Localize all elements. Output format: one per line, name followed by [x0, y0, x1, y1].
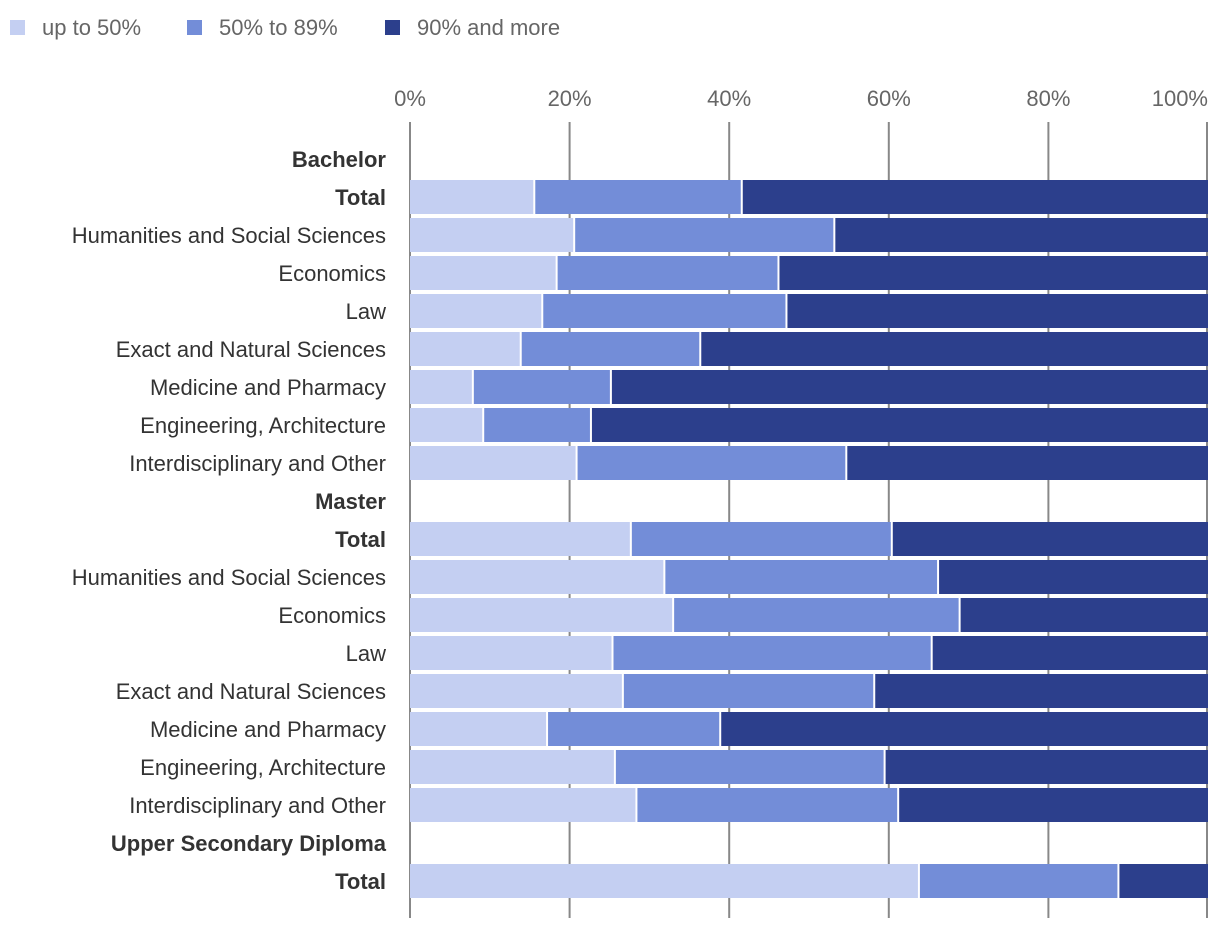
bar-segment-up-to-50	[410, 864, 918, 898]
bar-segment-50-to-89	[577, 446, 846, 480]
bars	[410, 180, 1208, 898]
bar-segment-up-to-50	[410, 522, 630, 556]
bar-segment-up-to-50	[410, 332, 520, 366]
bar-segment-50-to-89	[919, 864, 1118, 898]
row-label: Total	[335, 527, 386, 552]
row-label: Medicine and Pharmacy	[150, 717, 386, 742]
group-heading: Master	[315, 489, 386, 514]
legend-swatch-90-and-more	[385, 20, 400, 35]
bar-segment-90-and-more	[1119, 864, 1208, 898]
bar-segment-50-to-89	[575, 218, 834, 252]
bar-segment-up-to-50	[410, 750, 614, 784]
row-labels: Bachelor Total Humanities and Social Scien…	[72, 147, 387, 894]
bar-segment-up-to-50	[410, 256, 556, 290]
legend: up to 50% 50% to 89% 90% and more	[10, 15, 560, 40]
bar-segment-up-to-50	[410, 370, 472, 404]
bar-segment-up-to-50	[410, 560, 664, 594]
row-label: Engineering, Architecture	[140, 413, 386, 438]
bar-segment-90-and-more	[885, 750, 1208, 784]
bar-segment-90-and-more	[932, 636, 1208, 670]
bar-segment-90-and-more	[701, 332, 1208, 366]
bar-segment-90-and-more	[787, 294, 1208, 328]
bar-segment-50-to-89	[557, 256, 778, 290]
legend-label-up-to-50: up to 50%	[42, 15, 141, 40]
bar-segment-90-and-more	[892, 522, 1208, 556]
row-label: Humanities and Social Sciences	[72, 565, 386, 590]
bar-segment-90-and-more	[939, 560, 1208, 594]
bar-segment-90-and-more	[721, 712, 1208, 746]
bar-segment-90-and-more	[960, 598, 1208, 632]
gridlines	[409, 122, 1208, 918]
bar-segment-50-to-89	[613, 636, 931, 670]
x-tick-label: 100%	[1152, 86, 1208, 111]
bar-segment-50-to-89	[484, 408, 590, 442]
legend-label-90-and-more: 90% and more	[417, 15, 560, 40]
x-tick-label: 60%	[867, 86, 911, 111]
row-label: Engineering, Architecture	[140, 755, 386, 780]
bar-segment-up-to-50	[410, 636, 612, 670]
bar-segment-up-to-50	[410, 788, 636, 822]
bar-segment-up-to-50	[410, 408, 483, 442]
row-label: Exact and Natural Sciences	[116, 679, 386, 704]
bar-segment-50-to-89	[548, 712, 720, 746]
row-label: Humanities and Social Sciences	[72, 223, 386, 248]
row-label: Interdisciplinary and Other	[129, 451, 386, 476]
bar-segment-50-to-89	[623, 674, 874, 708]
bar-segment-90-and-more	[779, 256, 1208, 290]
bar-segment-50-to-89	[674, 598, 959, 632]
bar-segment-90-and-more	[742, 180, 1208, 214]
row-label: Medicine and Pharmacy	[150, 375, 386, 400]
bar-segment-up-to-50	[410, 446, 576, 480]
legend-swatch-50-to-89	[187, 20, 202, 35]
bar-segment-90-and-more	[591, 408, 1208, 442]
bar-segment-90-and-more	[875, 674, 1208, 708]
row-label: Law	[346, 641, 386, 666]
bar-segment-50-to-89	[665, 560, 938, 594]
group-heading: Upper Secondary Diploma	[111, 831, 387, 856]
bar-segment-90-and-more	[611, 370, 1208, 404]
bar-segment-50-to-89	[637, 788, 898, 822]
bar-segment-50-to-89	[615, 750, 884, 784]
x-tick-label: 40%	[707, 86, 751, 111]
bar-segment-50-to-89	[543, 294, 786, 328]
legend-label-50-to-89: 50% to 89%	[219, 15, 338, 40]
row-label: Economics	[278, 603, 386, 628]
bar-segment-90-and-more	[835, 218, 1208, 252]
x-tick-label: 80%	[1026, 86, 1070, 111]
bar-segment-up-to-50	[410, 294, 542, 328]
bar-segment-50-to-89	[535, 180, 741, 214]
x-axis-ticks: 0% 20% 40% 60% 80% 100%	[394, 86, 1208, 111]
bar-segment-50-to-89	[631, 522, 891, 556]
row-label: Total	[335, 869, 386, 894]
row-label: Exact and Natural Sciences	[116, 337, 386, 362]
bar-segment-50-to-89	[473, 370, 610, 404]
bar-segment-up-to-50	[410, 218, 574, 252]
row-label: Total	[335, 185, 386, 210]
bar-segment-up-to-50	[410, 674, 622, 708]
x-tick-label: 0%	[394, 86, 426, 111]
group-heading: Bachelor	[292, 147, 387, 172]
bar-segment-90-and-more	[899, 788, 1208, 822]
bar-segment-up-to-50	[410, 180, 534, 214]
bar-segment-50-to-89	[521, 332, 700, 366]
row-label: Economics	[278, 261, 386, 286]
bar-segment-up-to-50	[410, 598, 673, 632]
bar-segment-up-to-50	[410, 712, 547, 746]
row-label: Law	[346, 299, 386, 324]
row-label: Interdisciplinary and Other	[129, 793, 386, 818]
bar-segment-90-and-more	[847, 446, 1208, 480]
legend-swatch-up-to-50	[10, 20, 25, 35]
x-tick-label: 20%	[548, 86, 592, 111]
